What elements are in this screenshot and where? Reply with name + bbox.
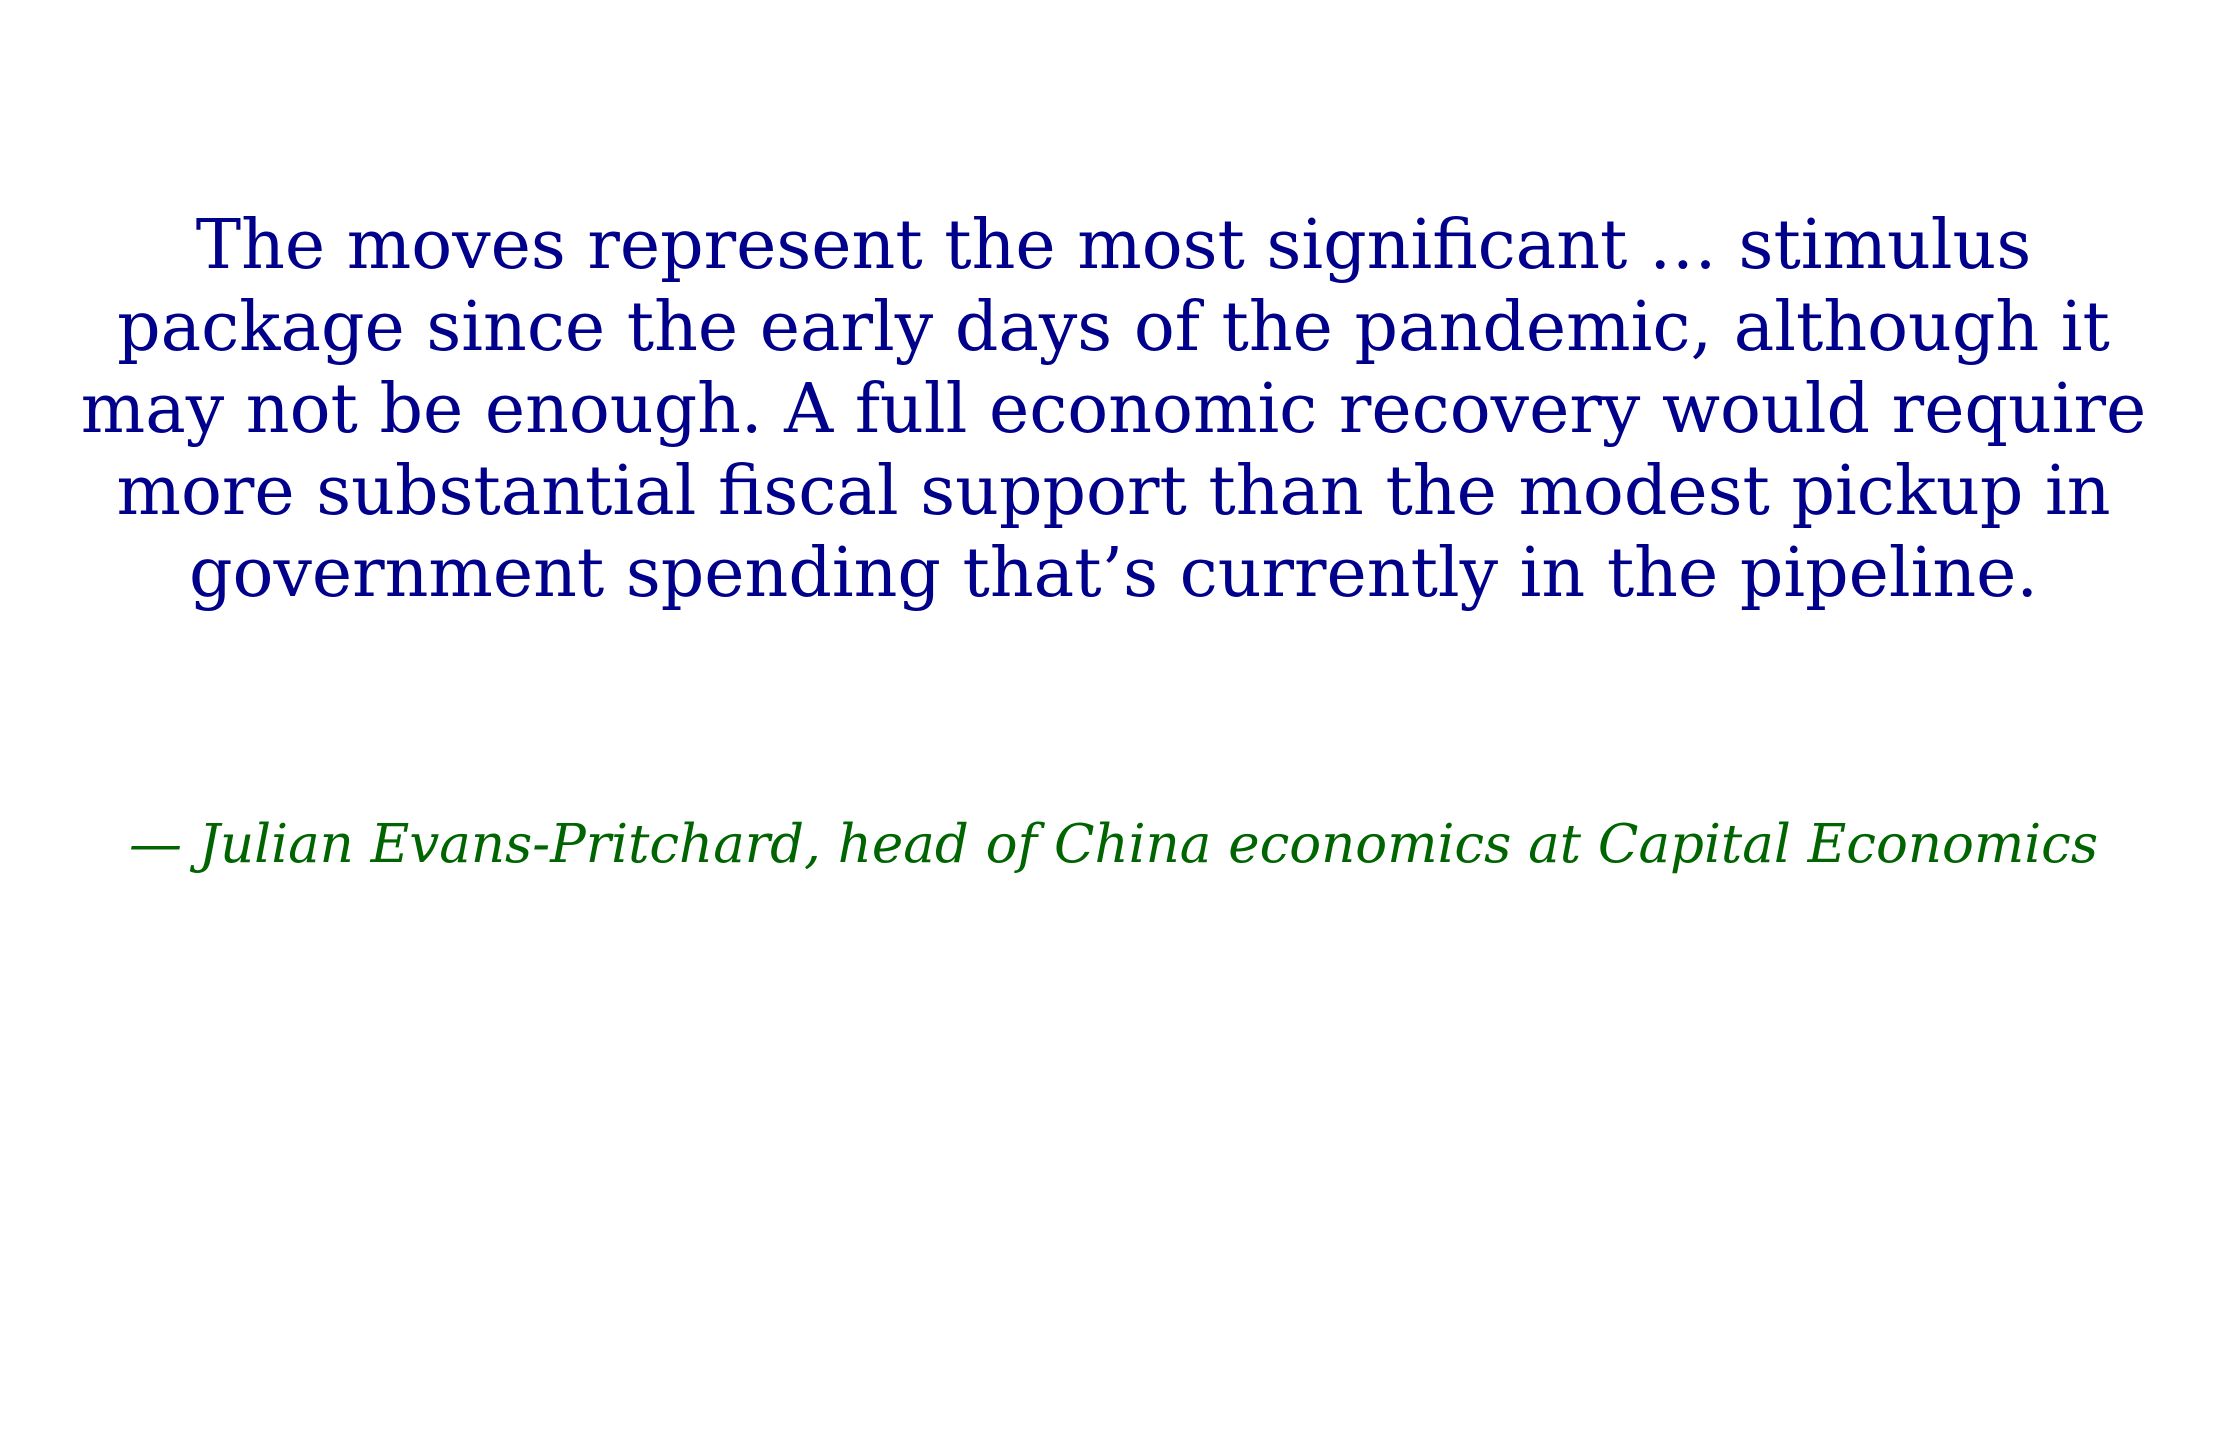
- quote-line: more substantial fiscal support than the…: [116, 452, 2111, 531]
- quote-attribution: — Julian Evans-Pritchard, head of China …: [128, 814, 2099, 875]
- quote-line: The moves represent the most significant…: [195, 206, 2032, 285]
- quote-line: government spending that’s currently in …: [188, 534, 2039, 613]
- quote-line: package since the early days of the pand…: [117, 288, 2110, 367]
- quote-line: may not be enough. A full economic recov…: [80, 370, 2147, 449]
- quote-text: The moves represent the most significant…: [20, 205, 2207, 615]
